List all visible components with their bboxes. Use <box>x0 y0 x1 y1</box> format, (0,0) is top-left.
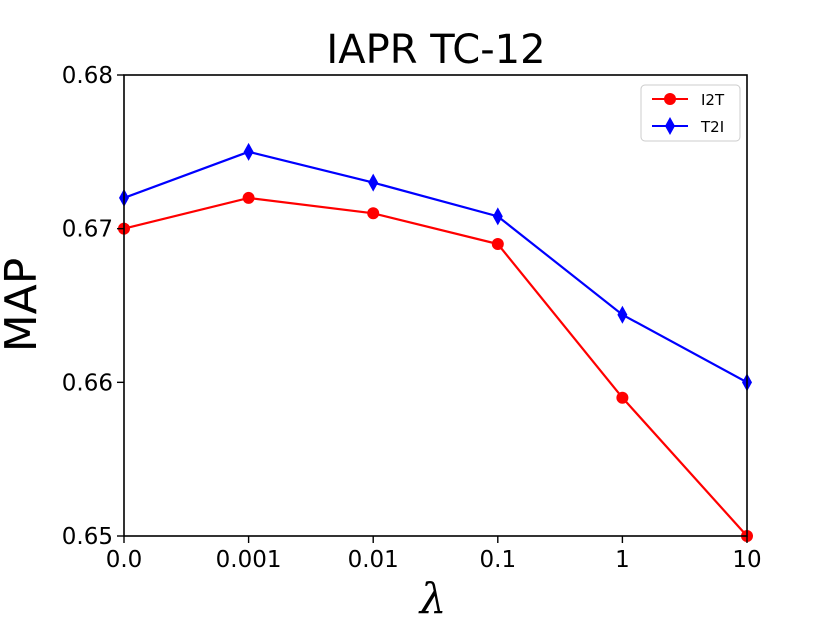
data-point-i2t <box>367 207 380 220</box>
x-tick-label: 1 <box>615 547 630 573</box>
x-axis-label: λ <box>418 574 447 623</box>
chart-title: IAPR TC-12 <box>326 27 545 73</box>
y-tick-label: 0.65 <box>62 524 113 550</box>
series-line-t2i <box>123 150 748 384</box>
x-tick-label: 0.01 <box>348 547 399 573</box>
y-tick-label: 0.67 <box>62 217 113 243</box>
series-layer <box>118 142 753 542</box>
y-axis-label: MAP <box>0 258 47 353</box>
legend-marker-i2t <box>664 93 676 105</box>
x-tick-label: 0.0 <box>106 547 143 573</box>
data-point-i2t <box>242 191 255 204</box>
x-tick-label: 10 <box>732 547 761 573</box>
data-point-i2t <box>616 391 629 404</box>
data-point-t2i <box>492 207 503 226</box>
y-tick-label: 0.66 <box>62 370 113 396</box>
x-tick-label: 0.001 <box>216 547 282 573</box>
legend: I2T T2I <box>640 84 741 142</box>
data-point-t2i <box>368 173 379 192</box>
y-tick-label: 0.68 <box>62 63 113 89</box>
data-point-t2i <box>617 305 628 324</box>
y-axis: 0.65 0.66 0.67 0.68 <box>62 63 124 550</box>
x-axis: 0.0 0.001 0.01 0.1 1 10 <box>106 536 762 573</box>
series-line-i2t <box>123 196 748 537</box>
legend-label-i2t: I2T <box>701 91 725 109</box>
data-point-t2i <box>243 142 254 161</box>
legend-box <box>640 84 741 142</box>
legend-marker-t2i <box>665 117 675 135</box>
legend-label-t2i: T2I <box>700 118 724 136</box>
plot-frame <box>123 74 748 537</box>
x-tick-label: 0.1 <box>480 547 517 573</box>
data-point-i2t <box>491 238 504 251</box>
